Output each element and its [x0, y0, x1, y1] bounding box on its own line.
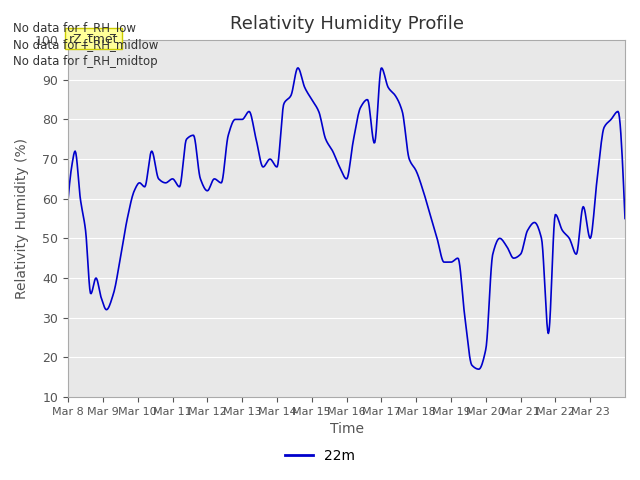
Text: rZ_tmet: rZ_tmet — [69, 32, 118, 45]
Text: No data for f_RH_midlow: No data for f_RH_midlow — [13, 38, 158, 51]
Title: Relativity Humidity Profile: Relativity Humidity Profile — [230, 15, 463, 33]
Y-axis label: Relativity Humidity (%): Relativity Humidity (%) — [15, 138, 29, 299]
X-axis label: Time: Time — [330, 422, 364, 436]
Legend: 22m: 22m — [280, 443, 360, 468]
Text: No data for f_RH_low: No data for f_RH_low — [13, 21, 136, 34]
Text: No data for f_RH_midtop: No data for f_RH_midtop — [13, 55, 157, 68]
